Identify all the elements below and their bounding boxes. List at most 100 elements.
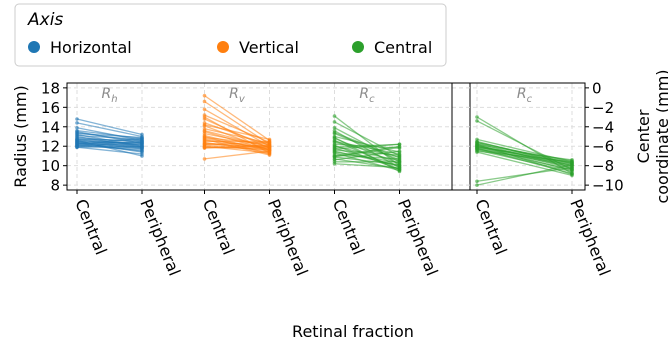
series-line xyxy=(476,164,573,186)
data-point xyxy=(475,140,479,145)
x-axis-label: Retinal fraction xyxy=(292,322,414,341)
series-line xyxy=(476,141,573,164)
data-point xyxy=(75,125,79,130)
series-line xyxy=(76,137,143,145)
legend-label-central: Central xyxy=(374,38,432,57)
x-tick-label: Central xyxy=(199,196,238,257)
radius-panel-xticks: Central Peripheral Central Peripheral Centra… xyxy=(71,190,442,279)
center-panel-xticks: Central Peripheral xyxy=(471,190,614,279)
data-point xyxy=(202,99,207,104)
data-point xyxy=(332,139,337,144)
y-tick-label: 10 xyxy=(41,157,60,175)
series-line xyxy=(476,148,573,171)
series-line xyxy=(204,95,270,141)
data-point xyxy=(475,150,479,154)
series-line xyxy=(76,118,143,136)
y-tick-label: 12 xyxy=(41,138,60,156)
data-point xyxy=(397,167,402,172)
data-point xyxy=(202,142,207,147)
center-panel: 0 −2−4 −6−8 −10 Central Peripheral Rc Center… xyxy=(451,69,668,279)
series-line xyxy=(334,163,400,169)
y-tick-label: −6 xyxy=(592,138,614,156)
series-line xyxy=(204,138,270,156)
group-label-main: R xyxy=(359,86,369,102)
series-line xyxy=(204,108,270,147)
data-point xyxy=(140,139,144,144)
legend-marker-horizontal xyxy=(28,41,40,53)
y-tick-label: −4 xyxy=(592,118,614,136)
data-point xyxy=(267,137,272,142)
data-point xyxy=(267,143,272,148)
y-tick-label: 8 xyxy=(50,177,60,195)
center-panel-lines xyxy=(475,115,574,187)
data-point xyxy=(332,120,337,124)
series-line xyxy=(334,121,400,157)
data-point xyxy=(140,136,144,141)
series-line xyxy=(204,124,270,141)
series-line xyxy=(334,146,400,158)
y-tick-label: −2 xyxy=(592,99,614,117)
data-point xyxy=(202,145,207,149)
center-panel-frame xyxy=(451,82,586,191)
y-tick-label: 0 xyxy=(592,79,602,97)
y-tick-label: −10 xyxy=(592,177,624,195)
group-label-main: R xyxy=(517,86,527,102)
group-label-main: R xyxy=(101,86,111,102)
data-point xyxy=(475,179,479,184)
series-line xyxy=(334,144,400,171)
series-line xyxy=(204,114,270,143)
x-tick-label: Peripheral xyxy=(264,196,312,278)
data-point xyxy=(75,117,79,121)
data-point xyxy=(475,115,479,119)
series-line xyxy=(76,138,143,142)
data-point xyxy=(475,183,479,187)
data-point xyxy=(75,145,79,149)
data-point xyxy=(397,142,402,147)
data-point xyxy=(397,149,402,153)
data-point xyxy=(140,150,144,154)
data-point xyxy=(570,160,574,165)
center-axis-label-line: Center xyxy=(634,109,653,163)
data-point xyxy=(140,144,144,149)
data-point xyxy=(332,155,337,159)
series-line xyxy=(334,150,400,167)
legend-label-vertical: Vertical xyxy=(239,38,299,57)
data-point xyxy=(202,129,207,134)
radius-panel-lines xyxy=(75,93,402,174)
legend: Axis Horizontal Vertical Central xyxy=(14,3,447,67)
data-point xyxy=(202,93,207,98)
series-line xyxy=(334,132,400,159)
y-tick-label: 18 xyxy=(41,79,60,97)
x-tick-label: Peripheral xyxy=(566,196,614,278)
x-tick-label: Central xyxy=(71,196,110,257)
group-label-main: R xyxy=(229,86,239,102)
data-point xyxy=(570,158,574,162)
data-point xyxy=(397,156,402,160)
series-line xyxy=(204,116,270,154)
series-line xyxy=(204,132,270,147)
x-tick-label: Peripheral xyxy=(136,196,184,278)
data-point xyxy=(332,149,337,153)
data-point xyxy=(332,125,337,130)
x-tick-label: Peripheral xyxy=(394,196,442,278)
radius-panel-group-labels: Rh Rv Rc xyxy=(101,86,375,105)
data-point xyxy=(202,115,207,119)
legend-title: Axis xyxy=(27,10,63,30)
legend-marker-vertical xyxy=(217,41,229,53)
center-axis-label-line: coordinate (mm) xyxy=(653,69,668,203)
x-tick-label: Central xyxy=(471,196,510,257)
center-panel-group-labels: Rc xyxy=(517,86,533,105)
group-label-subscript: c xyxy=(527,94,533,105)
data-point xyxy=(332,161,337,166)
center-axis-label: Centercoordinate (mm) xyxy=(634,69,668,203)
data-point xyxy=(397,152,402,156)
data-point xyxy=(475,147,479,151)
group-label-subscript: h xyxy=(111,94,117,105)
data-point xyxy=(332,130,337,135)
series-line xyxy=(76,132,143,139)
series-line xyxy=(334,143,400,150)
series-line xyxy=(334,140,400,155)
